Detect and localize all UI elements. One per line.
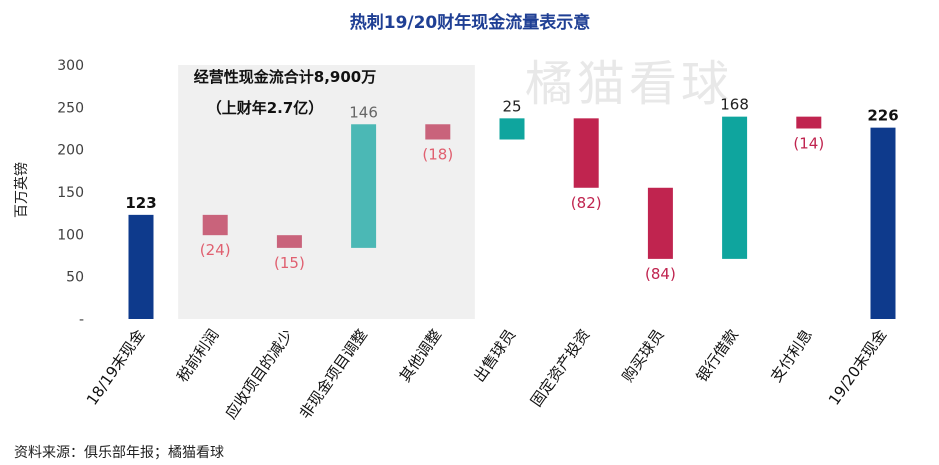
x-tick-label: 支付利息 [767, 326, 816, 385]
y-tick-label: 50 [66, 270, 84, 286]
bar [722, 116, 748, 259]
x-tick-label: 18/19末现金 [83, 326, 148, 409]
bar [647, 187, 673, 259]
x-tick-label: 购买球员 [619, 326, 668, 385]
x-tick-label: 出售球员 [470, 326, 519, 385]
data-label: 25 [502, 97, 521, 115]
data-label: (14) [793, 135, 824, 153]
y-tick-label: 250 [57, 100, 84, 116]
data-label: 168 [720, 96, 749, 114]
x-tick-label: 非现金项目调整 [296, 326, 371, 422]
data-label: 146 [349, 103, 378, 121]
data-label: 123 [125, 194, 156, 212]
bar [796, 116, 822, 129]
x-tick-label: 其他调整 [396, 326, 445, 385]
y-tick-label: 150 [57, 185, 84, 201]
data-label: 226 [867, 107, 898, 125]
y-tick-label: 100 [57, 227, 84, 243]
annotation-line-1: 经营性现金流合计8,900万 [194, 68, 376, 86]
bar [870, 127, 896, 319]
annotation-line-2: （上财年2.7亿） [207, 99, 324, 117]
x-tick-label: 固定资产投资 [527, 326, 593, 410]
bars: 123 (24) (15) 146 (18) 25 (82) (84) 168 (14) 226 [125, 96, 899, 319]
x-tick-label: 银行借款 [693, 326, 742, 385]
data-label: (84) [645, 265, 676, 283]
bar [499, 118, 525, 140]
data-label: (15) [274, 254, 305, 272]
x-tick-label: 19/20末现金 [825, 326, 890, 409]
x-axis-labels: 18/19末现金 税前利润 应收项目的减少 非现金项目调整 其他调整 出售球员 固定资产投资… [83, 326, 890, 422]
bar [573, 118, 599, 188]
data-label: (24) [200, 241, 231, 259]
bar [202, 214, 228, 236]
operating-shaded-region [178, 65, 475, 319]
x-tick-label: 税前利润 [173, 326, 222, 385]
data-label: (82) [571, 194, 602, 212]
bar [351, 124, 377, 248]
x-tick-label: 应收项目的减少 [222, 326, 297, 422]
y-tick-label: - [79, 312, 84, 328]
data-label: (18) [422, 146, 453, 164]
y-axis-label: 百万英镑 [13, 162, 30, 218]
y-tick-label: 200 [57, 143, 84, 159]
y-axis: - 50 100 150 200 250 300 [57, 58, 84, 328]
bar [128, 214, 154, 319]
source-note: 资料来源：俱乐部年报；橘猫看球 [14, 445, 224, 461]
chart-title: 热刺19/20财年现金流量表示意 [350, 12, 591, 33]
bar [276, 235, 302, 248]
bar [425, 124, 451, 140]
y-tick-label: 300 [57, 58, 84, 74]
watermark: 橘猫看球 [525, 56, 733, 112]
